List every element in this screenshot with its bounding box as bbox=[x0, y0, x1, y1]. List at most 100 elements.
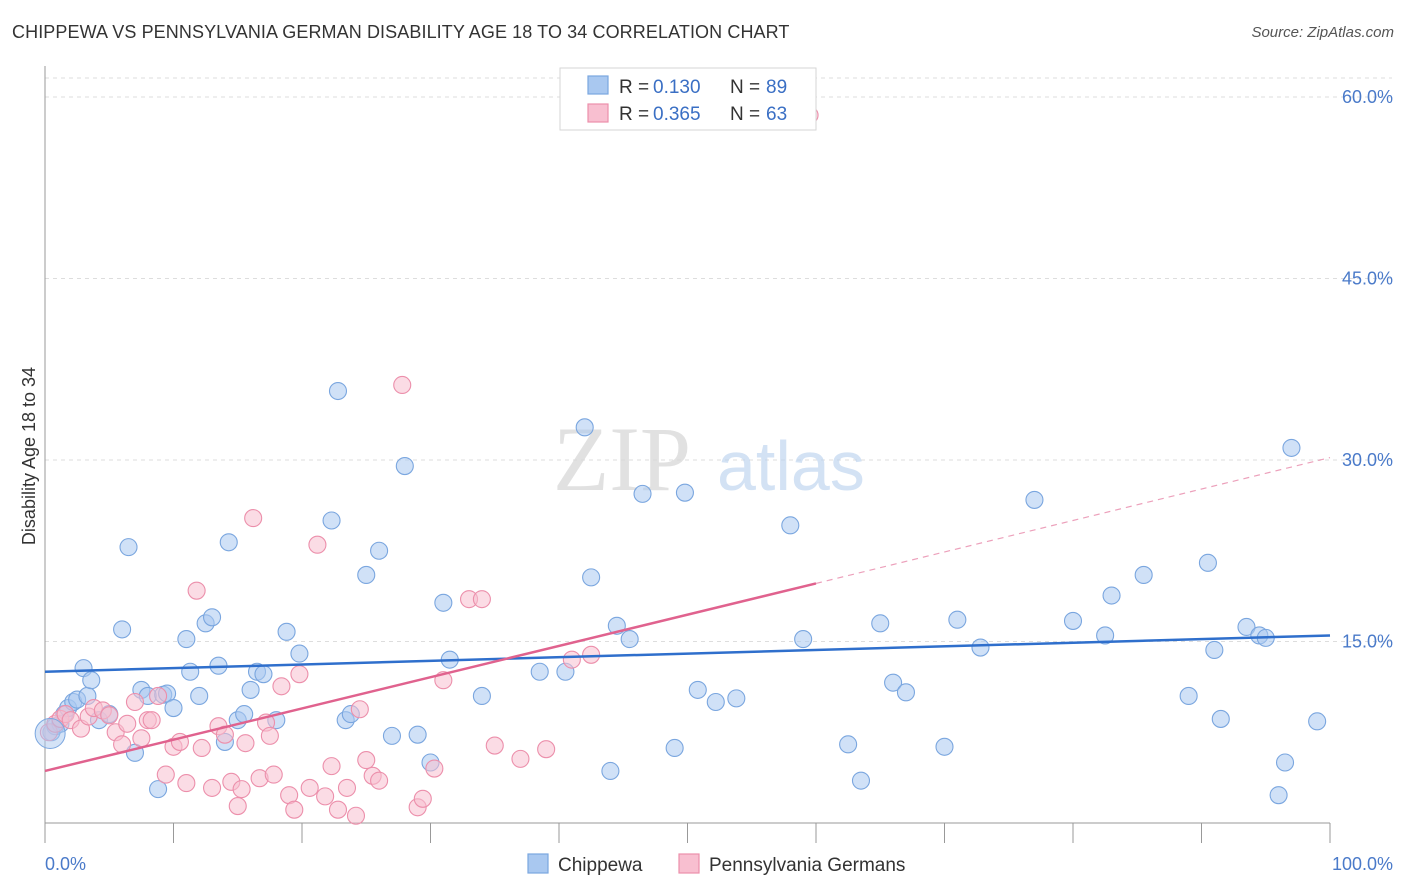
point-chippewa-35 bbox=[277, 622, 296, 641]
point-chippewa-52 bbox=[575, 418, 594, 437]
point-chippewa-21 bbox=[177, 630, 196, 649]
point-pennsylvania-germans-53 bbox=[413, 789, 432, 808]
trend-lines bbox=[44, 456, 1331, 773]
y-tick-label-30: 30.0% bbox=[1342, 450, 1393, 470]
point-chippewa-85 bbox=[1269, 786, 1288, 805]
point-pennsylvania-germans-61 bbox=[562, 650, 581, 669]
point-pennsylvania-germans-57 bbox=[472, 590, 491, 609]
point-chippewa-56 bbox=[620, 630, 639, 649]
point-pennsylvania-germans-35 bbox=[264, 765, 283, 784]
point-pennsylvania-germans-24 bbox=[203, 778, 222, 797]
legend-swatch-pennsylvania-germans bbox=[587, 103, 609, 123]
axes bbox=[44, 66, 1331, 843]
point-chippewa-79 bbox=[1198, 553, 1217, 572]
bottom-legend-swatch-pennsylvania-germans bbox=[678, 853, 700, 874]
point-chippewa-13 bbox=[119, 538, 138, 557]
point-chippewa-64 bbox=[794, 630, 813, 649]
y-tick-label-60: 60.0% bbox=[1342, 87, 1393, 107]
point-chippewa-80 bbox=[1205, 640, 1224, 660]
bottom-legend: Chippewa Pennsylvania Germans bbox=[527, 853, 905, 876]
point-chippewa-25 bbox=[203, 608, 222, 627]
point-chippewa-72 bbox=[971, 638, 990, 657]
legend-n-label-pennsylvania-germans: N = bbox=[730, 104, 760, 125]
point-chippewa-58 bbox=[665, 738, 684, 758]
legend-n-label-chippewa: N = bbox=[730, 77, 760, 98]
point-pennsylvania-germans-58 bbox=[485, 736, 504, 755]
point-chippewa-77 bbox=[1134, 565, 1153, 585]
legend-n-value-pennsylvania-germans: 63 bbox=[766, 104, 787, 125]
point-pennsylvania-germans-54 bbox=[425, 759, 444, 778]
point-pennsylvania-germans-43 bbox=[322, 757, 341, 776]
point-chippewa-67 bbox=[871, 614, 890, 633]
x-tick-label-max: 100.0% bbox=[1332, 854, 1393, 874]
legend-swatch-chippewa bbox=[587, 75, 609, 95]
point-pennsylvania-germans-50 bbox=[370, 771, 389, 790]
legend-r-value-pennsylvania-germans: 0.365 bbox=[653, 104, 701, 125]
point-pennsylvania-germans-46 bbox=[346, 806, 366, 825]
point-chippewa-54 bbox=[601, 761, 620, 781]
y-tick-label-15: 15.0% bbox=[1342, 632, 1393, 652]
point-pennsylvania-germans-18 bbox=[156, 765, 175, 784]
point-chippewa-47 bbox=[434, 593, 453, 612]
point-pennsylvania-germans-14 bbox=[132, 729, 151, 748]
point-chippewa-71 bbox=[948, 610, 967, 629]
chart-title: CHIPPEWA VS PENNSYLVANIA GERMAN DISABILI… bbox=[12, 22, 790, 42]
point-pennsylvania-germans-41 bbox=[308, 535, 327, 554]
watermark-atlas: atlas bbox=[717, 427, 865, 505]
point-chippewa-23 bbox=[190, 686, 209, 706]
trend-extension-pennsylvania-germans bbox=[815, 456, 1331, 585]
point-pennsylvania-germans-38 bbox=[285, 800, 304, 819]
point-pennsylvania-germans-21 bbox=[177, 774, 196, 793]
point-chippewa-36 bbox=[290, 644, 309, 663]
point-pennsylvania-germans-48 bbox=[357, 751, 376, 770]
point-pennsylvania-germans-60 bbox=[537, 740, 556, 759]
point-chippewa-63 bbox=[781, 516, 800, 535]
point-chippewa-68 bbox=[884, 673, 903, 692]
point-chippewa-22 bbox=[181, 662, 200, 681]
point-chippewa-82 bbox=[1237, 617, 1256, 637]
point-chippewa-65 bbox=[839, 735, 858, 754]
trend-line-pennsylvania-germans bbox=[44, 582, 817, 773]
point-pennsylvania-germans-62 bbox=[582, 645, 601, 664]
point-chippewa-69 bbox=[896, 683, 916, 702]
point-pennsylvania-germans-44 bbox=[328, 800, 348, 819]
x-tick-label-min: 0.0% bbox=[45, 854, 86, 874]
point-chippewa-60 bbox=[688, 680, 707, 699]
point-chippewa-81 bbox=[1211, 709, 1230, 728]
point-pennsylvania-germans-34 bbox=[260, 726, 279, 745]
point-chippewa-76 bbox=[1102, 586, 1121, 605]
point-chippewa-61 bbox=[706, 692, 725, 712]
legend-n-value-chippewa: 89 bbox=[766, 77, 787, 98]
data-points bbox=[34, 106, 1327, 825]
point-chippewa-20 bbox=[164, 698, 183, 718]
point-chippewa-38 bbox=[328, 381, 348, 401]
watermark: ZIP atlas bbox=[553, 408, 865, 510]
point-pennsylvania-germans-9 bbox=[100, 706, 119, 725]
point-pennsylvania-germans-16 bbox=[142, 711, 161, 730]
bottom-legend-swatch-chippewa bbox=[527, 853, 549, 874]
point-chippewa-42 bbox=[370, 541, 389, 560]
point-chippewa-53 bbox=[582, 568, 601, 587]
point-chippewa-87 bbox=[1282, 438, 1301, 457]
legend-r-value-chippewa: 0.130 bbox=[653, 77, 701, 98]
trend-line-chippewa bbox=[44, 634, 1331, 673]
point-pennsylvania-germans-22 bbox=[187, 581, 206, 600]
point-chippewa-75 bbox=[1096, 626, 1115, 645]
legend-r-label-chippewa: R = bbox=[619, 77, 649, 98]
legend-box: R = 0.130 N = 89 R = 0.365 N = 63 bbox=[559, 67, 817, 131]
point-chippewa-70 bbox=[935, 737, 954, 756]
point-chippewa-50 bbox=[530, 662, 549, 681]
point-chippewa-78 bbox=[1179, 686, 1198, 706]
watermark-zip: ZIP bbox=[553, 408, 691, 510]
point-chippewa-12 bbox=[113, 620, 132, 639]
point-chippewa-62 bbox=[727, 689, 746, 708]
point-pennsylvania-germans-17 bbox=[149, 686, 168, 706]
point-chippewa-57 bbox=[633, 484, 652, 503]
source-label: Source: ZipAtlas.com bbox=[1251, 24, 1394, 41]
point-chippewa-28 bbox=[219, 533, 238, 552]
point-pennsylvania-germans-12 bbox=[118, 714, 137, 733]
point-chippewa-44 bbox=[395, 456, 414, 476]
point-pennsylvania-germans-30 bbox=[236, 734, 255, 753]
point-chippewa-33 bbox=[254, 665, 273, 684]
